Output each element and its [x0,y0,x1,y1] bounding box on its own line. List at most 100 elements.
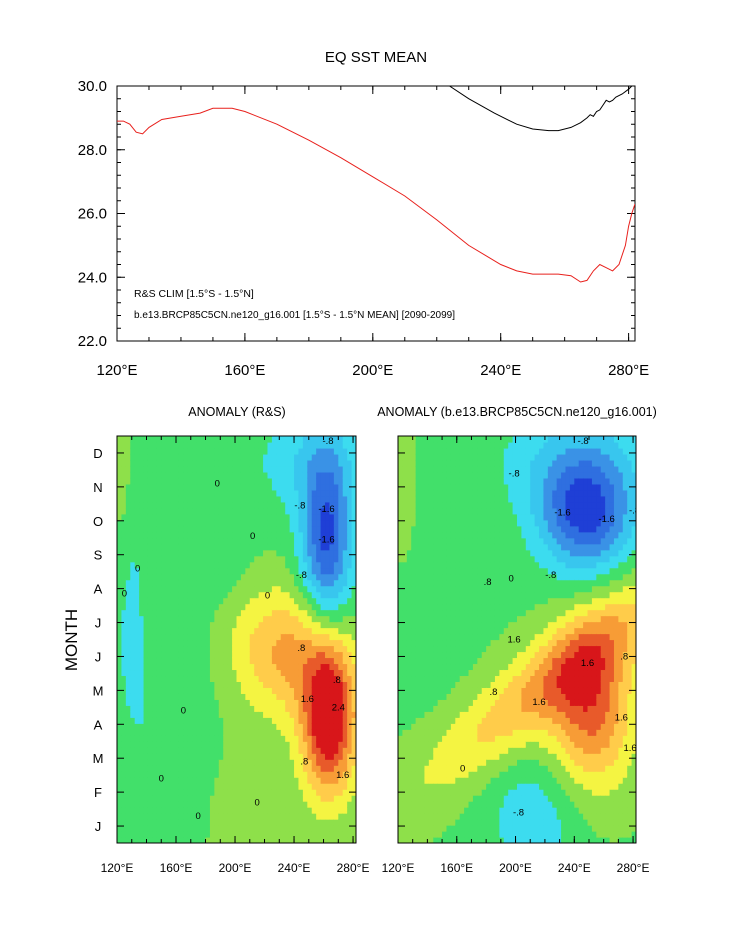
heatmap-cell [178,465,184,473]
heatmap-cell [232,531,238,539]
heatmap-cell [223,645,229,653]
heatmap-cell [245,561,251,569]
heatmap-cell [143,573,149,581]
heatmap-cell [428,681,434,688]
heatmap-cell [280,669,286,677]
heatmap-cell [398,681,404,688]
heatmap-cell [209,519,215,527]
heatmap-cell [333,777,339,784]
heatmap-cell [152,675,158,682]
heatmap-cell [165,795,171,802]
heatmap-cell [263,819,269,826]
heatmap-cell [139,471,145,479]
heatmap-cell [433,729,439,736]
heatmap-cell [347,765,353,772]
heatmap-cell [316,567,322,575]
heatmap-cell [333,807,339,814]
heatmap-cell [161,471,167,479]
heatmap-cell [433,801,439,808]
heatmap-cell [183,531,189,539]
heatmap-cell [187,795,193,802]
heatmap-cell [236,705,242,712]
heatmap-cell [232,561,238,569]
heatmap-cell [147,537,154,545]
heatmap-cell [223,813,229,820]
heatmap-cell [329,705,335,712]
heatmap-cell [121,567,127,575]
heatmap-cell [174,735,180,742]
heatmap-cell [170,597,176,605]
heatmap-cell [165,825,171,832]
heatmap-cell [351,657,356,665]
heatmap-cell [214,681,220,688]
heatmap-cell [424,681,430,688]
heatmap-cell [450,669,456,677]
heatmap-cell [174,603,180,611]
heatmap-cell [446,801,452,808]
heatmap-cell [464,657,470,665]
heatmap-cell [459,609,465,617]
heatmap-cell [196,495,202,503]
heatmap-cell [351,549,356,557]
heatmap-cell [459,477,465,485]
heatmap-cell [245,771,251,778]
heatmap-cell [285,561,291,569]
heatmap-cell [209,489,215,497]
heatmap-cell [351,537,356,545]
heatmap-cell [165,507,171,515]
heatmap-cell [249,436,255,443]
heatmap-cell [276,471,282,479]
heatmap-cell [249,831,255,838]
heatmap-cell [187,597,193,605]
heatmap-cell [415,771,421,778]
heatmap-cell [130,513,136,521]
contour-label: 0 [265,590,270,601]
heatmap-cell [196,513,202,521]
heatmap-cell [152,453,158,461]
heatmap-cell [152,837,158,843]
heatmap-cell [125,831,131,838]
heatmap-cell [325,819,331,826]
heatmap-cell [351,567,356,575]
heatmap-cell [329,531,335,539]
heatmap-cell [428,729,434,736]
heatmap-cell [156,489,162,497]
heatmap-cell [227,579,233,587]
heatmap-cell [411,765,417,772]
heatmap-cell [161,483,167,491]
heatmap-cell [424,579,430,587]
heatmap-cell [152,537,158,545]
heatmap-cell [125,453,131,461]
heatmap-cell [464,741,470,748]
heatmap-cell [311,627,317,635]
heatmap-cell [223,609,229,617]
heatmap-cell [218,831,224,838]
heatmap-cell [437,747,443,754]
heatmap-cell [183,501,189,509]
heatmap-cell [187,627,193,635]
heatmap-cell [294,717,300,724]
heatmap-cell [415,507,421,515]
heatmap-cell [333,687,339,694]
heatmap-cell [170,627,176,635]
heatmap-cell [147,531,154,539]
heatmap-cell [464,729,470,736]
heatmap-cell [227,717,233,724]
heatmap-cell [459,747,465,754]
heatmap-cell [420,495,426,503]
heatmap-cell [342,735,348,742]
heatmap-cell [320,795,326,802]
heatmap-cell [402,621,408,629]
heatmap-cell [338,567,344,575]
heatmap-cell [205,531,211,539]
heatmap-cell [276,537,282,545]
heatmap-cell [263,651,269,659]
heatmap-cell [347,753,353,760]
heatmap-cell [218,507,224,515]
heatmap-cell [187,567,193,575]
heatmap-cell [415,657,421,665]
heatmap-cell [411,615,417,623]
heatmap-cell [196,777,202,784]
heatmap-cell [156,495,162,503]
heatmap-cell [294,483,300,491]
